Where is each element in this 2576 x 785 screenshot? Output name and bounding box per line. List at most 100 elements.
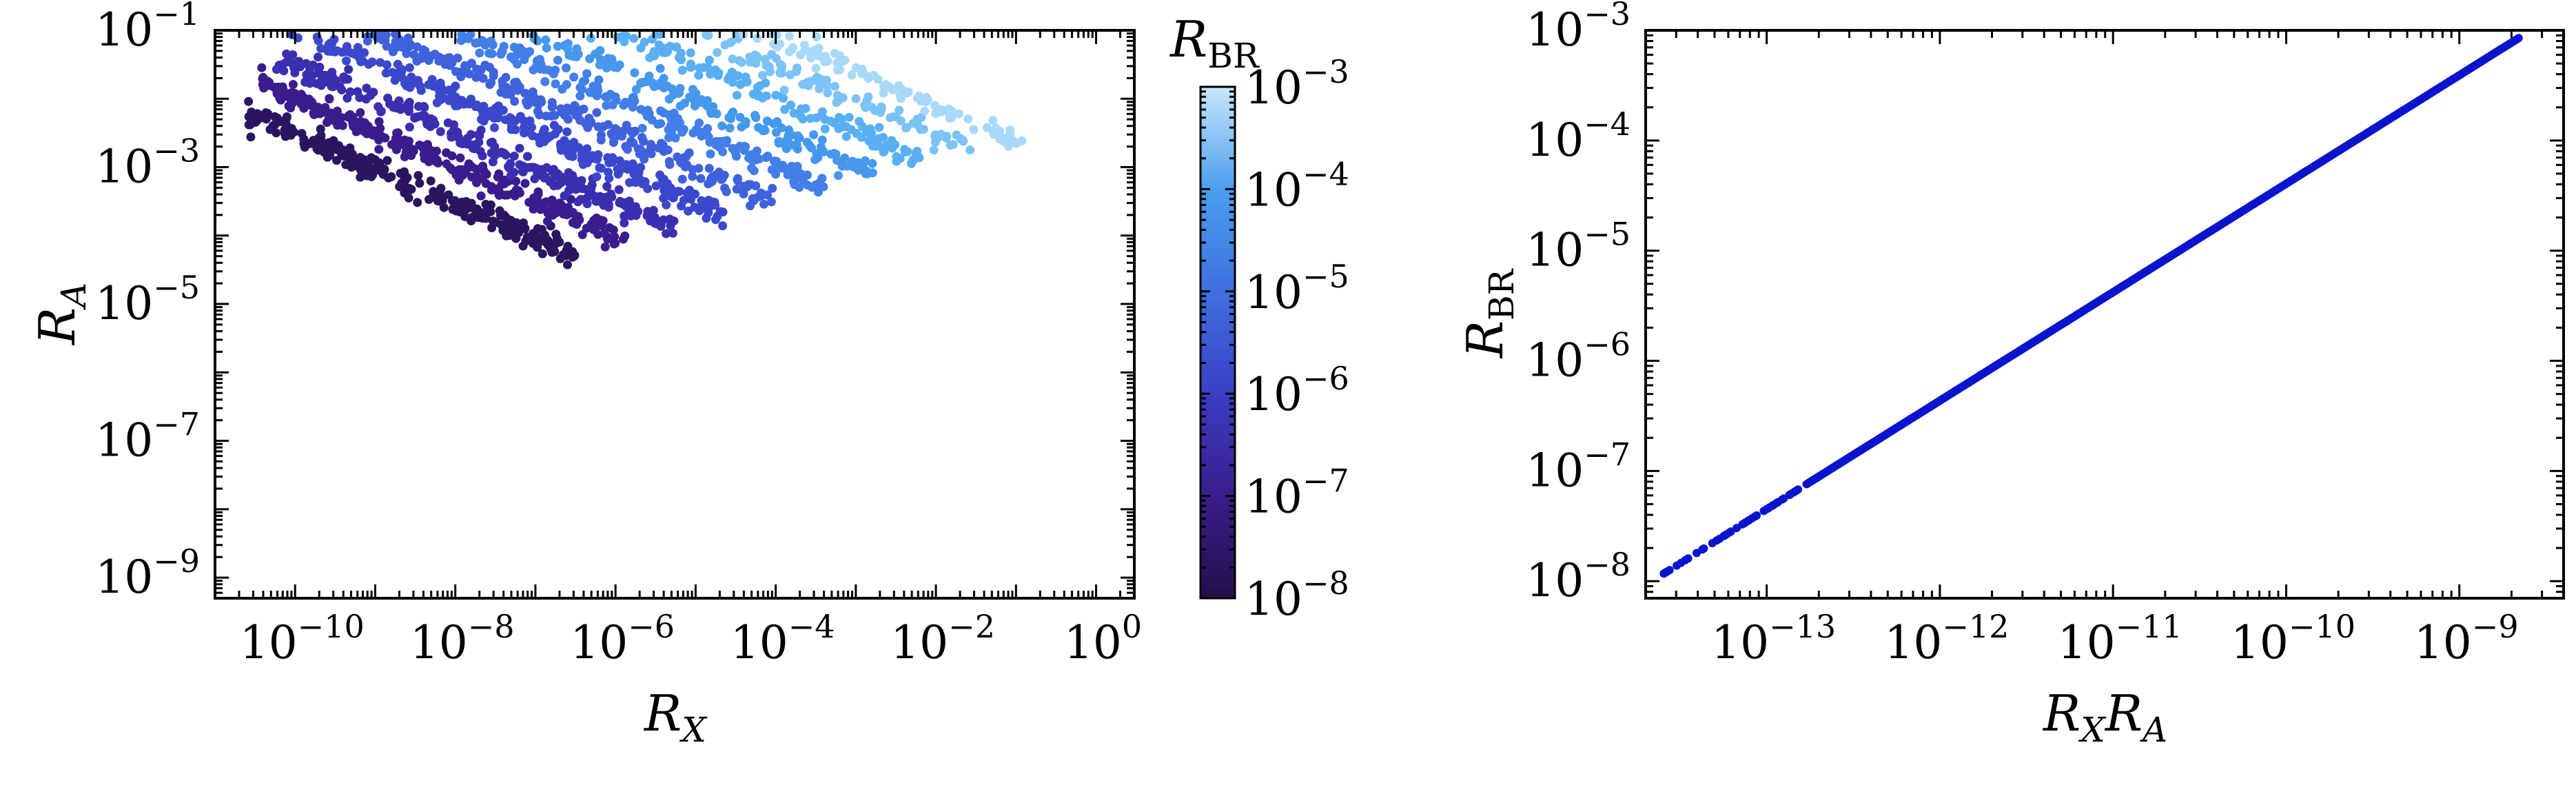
scatter-point (785, 47, 794, 57)
scatter-band (738, 30, 1027, 151)
scatter-point (728, 108, 737, 117)
scatter-point (832, 65, 842, 75)
scatter-point (287, 88, 296, 98)
y-tick-label: 10−3 (95, 132, 200, 194)
scatter-point (314, 52, 323, 62)
scatter-point (604, 167, 613, 177)
scatter-point (860, 101, 870, 110)
scatter-point (783, 134, 793, 144)
scatter-point (530, 201, 539, 211)
scatter-point (812, 72, 822, 82)
scatter-point (614, 185, 624, 194)
scatter-point (733, 174, 742, 183)
scatter-point (464, 160, 473, 170)
scatter-point (668, 193, 678, 203)
scatter-point (459, 98, 469, 108)
scatter-point (308, 60, 318, 70)
scatter-point (608, 153, 617, 163)
y-tick-label: 10−1 (95, 0, 200, 57)
scatter-point (416, 85, 426, 95)
scatter-point (373, 160, 382, 170)
scatter-point (275, 93, 285, 103)
scatter-point (253, 109, 263, 119)
x-tick-label: 10−9 (2414, 608, 2519, 669)
scatter-point (879, 88, 888, 98)
scatter-point (807, 143, 817, 153)
y-tick-label: 10−5 (95, 269, 200, 330)
scatter-point (592, 108, 602, 117)
scatter-point (476, 65, 486, 74)
scatter-point (448, 85, 457, 94)
scatter-point (520, 179, 530, 188)
scatter-point (595, 45, 605, 55)
scatter-point (382, 156, 392, 165)
scatter-point (437, 54, 447, 63)
scatter-point (737, 58, 746, 67)
x-tick-label: 10−10 (240, 608, 365, 669)
scatter-point (509, 152, 519, 161)
scatter-point (547, 195, 557, 205)
scatter-point (761, 91, 771, 101)
scatter-point (451, 92, 460, 102)
x-tick-label: 10−12 (1884, 608, 2009, 669)
scatter-point (547, 102, 557, 112)
scatter-point (510, 191, 520, 201)
scatter-point (643, 207, 653, 216)
scatter-point (449, 125, 459, 134)
scatter-point (451, 67, 460, 77)
scatter-point (582, 158, 592, 167)
scatter-point (432, 98, 442, 108)
scatter-point (558, 250, 568, 259)
scatter-point (604, 200, 613, 210)
scatter-point (316, 43, 326, 53)
scatter-point (496, 50, 506, 59)
scatter-point (628, 163, 637, 173)
scatter-point (475, 131, 484, 141)
scatter-point (793, 63, 802, 73)
scatter-point (718, 221, 728, 231)
scatter-point (400, 176, 410, 185)
scatter-point (562, 63, 571, 72)
scatter-point (533, 133, 543, 143)
scatter-point (809, 130, 819, 139)
scatter-point (362, 171, 371, 181)
scatter-point (594, 75, 604, 85)
scatter-point (679, 196, 688, 205)
scatter-point (529, 193, 539, 203)
scatter-point (615, 166, 624, 176)
y-tick-label: 10−3 (1526, 0, 1631, 57)
line-point (2514, 34, 2523, 43)
scatter-point (478, 214, 487, 223)
scatter-point (316, 81, 326, 90)
scatter-point (424, 56, 433, 65)
scatter-band (456, 30, 828, 197)
scatter-point (669, 121, 678, 131)
scatter-point (602, 182, 612, 191)
scatter-point (942, 132, 952, 141)
x-tick-label: 10−8 (410, 608, 515, 669)
scatter-point (847, 70, 857, 80)
scatter-point (529, 92, 539, 102)
scatter-point (457, 197, 467, 207)
scatter-point (414, 101, 423, 111)
scatter-point (381, 68, 391, 78)
scatter-point (700, 99, 710, 108)
scatter-point (531, 163, 541, 173)
scatter-point (442, 159, 451, 169)
scatter-point (665, 214, 675, 224)
scatter-point (622, 210, 631, 220)
scatter-point (753, 83, 762, 92)
scatter-point (690, 96, 699, 105)
scatter-point (376, 106, 386, 116)
line-x-axis-label: RXRA (2042, 684, 2167, 750)
scatter-point (562, 80, 571, 90)
scatter-point (563, 114, 573, 124)
scatter-point (841, 132, 851, 141)
scatter-point (849, 162, 859, 172)
scatter-point (704, 55, 714, 65)
scatter-point (429, 191, 438, 201)
scatter-point (380, 36, 390, 45)
scatter-point (686, 48, 695, 58)
scatter-point (498, 81, 508, 90)
scatter-point (360, 127, 369, 136)
